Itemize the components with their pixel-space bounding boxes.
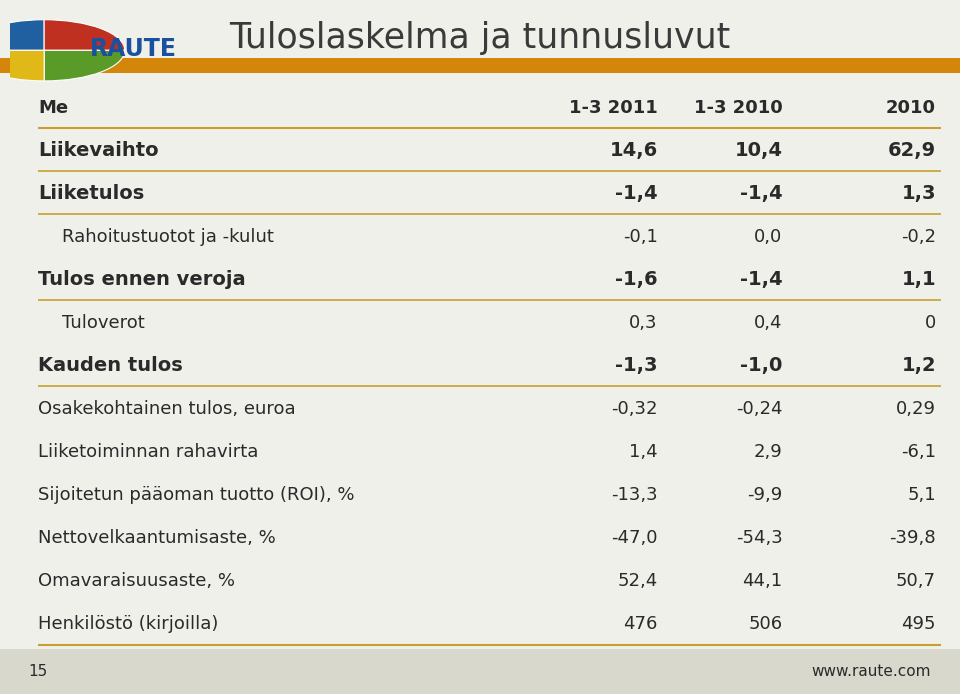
Text: -0,2: -0,2 — [901, 228, 936, 246]
Text: -47,0: -47,0 — [612, 529, 658, 547]
Text: 506: 506 — [748, 615, 782, 633]
Text: -13,3: -13,3 — [611, 486, 658, 504]
Text: 2,9: 2,9 — [754, 443, 782, 461]
Text: 44,1: 44,1 — [742, 572, 782, 590]
Text: 5,1: 5,1 — [907, 486, 936, 504]
Text: -1,4: -1,4 — [740, 270, 782, 289]
Text: 0,29: 0,29 — [896, 400, 936, 418]
Text: 1,3: 1,3 — [901, 184, 936, 203]
Text: -0,24: -0,24 — [736, 400, 782, 418]
Text: -39,8: -39,8 — [889, 529, 936, 547]
Text: -1,6: -1,6 — [615, 270, 658, 289]
Text: -1,4: -1,4 — [615, 184, 658, 203]
Text: RAUTE: RAUTE — [90, 37, 178, 61]
Text: -9,9: -9,9 — [747, 486, 782, 504]
Text: 0,4: 0,4 — [754, 314, 782, 332]
Text: Kauden tulos: Kauden tulos — [38, 356, 183, 375]
Text: -0,1: -0,1 — [623, 228, 658, 246]
Text: Liiketulos: Liiketulos — [38, 184, 145, 203]
Text: Liiketoiminnan rahavirta: Liiketoiminnan rahavirta — [38, 443, 259, 461]
Wedge shape — [44, 19, 125, 51]
Text: 50,7: 50,7 — [896, 572, 936, 590]
Text: 1,2: 1,2 — [901, 356, 936, 375]
Text: -1,4: -1,4 — [740, 184, 782, 203]
Text: 1-3 2011: 1-3 2011 — [569, 99, 658, 117]
Text: Tuloslaskelma ja tunnusluvut: Tuloslaskelma ja tunnusluvut — [229, 22, 731, 55]
Text: Nettovelkaantumisaste, %: Nettovelkaantumisaste, % — [38, 529, 276, 547]
Text: 476: 476 — [623, 615, 658, 633]
FancyBboxPatch shape — [0, 58, 960, 73]
Text: 1,1: 1,1 — [901, 270, 936, 289]
FancyBboxPatch shape — [0, 649, 960, 694]
Text: 2010: 2010 — [886, 99, 936, 117]
Text: Tulos ennen veroja: Tulos ennen veroja — [38, 270, 246, 289]
Text: Sijoitetun pääoman tuotto (ROI), %: Sijoitetun pääoman tuotto (ROI), % — [38, 486, 355, 504]
Text: 14,6: 14,6 — [610, 141, 658, 160]
Text: 1-3 2010: 1-3 2010 — [694, 99, 782, 117]
Text: 0,0: 0,0 — [755, 228, 782, 246]
Text: -1,0: -1,0 — [740, 356, 782, 375]
Text: 52,4: 52,4 — [617, 572, 658, 590]
Text: Tuloverot: Tuloverot — [62, 314, 145, 332]
Text: Me: Me — [38, 99, 68, 117]
Text: 0: 0 — [924, 314, 936, 332]
Text: Henkilöstö (kirjoilla): Henkilöstö (kirjoilla) — [38, 615, 219, 633]
Text: Liikevaihto: Liikevaihto — [38, 141, 159, 160]
Text: 15: 15 — [29, 664, 48, 679]
Text: -6,1: -6,1 — [901, 443, 936, 461]
Text: -1,3: -1,3 — [615, 356, 658, 375]
Text: Omavaraisuusaste, %: Omavaraisuusaste, % — [38, 572, 235, 590]
Text: -0,32: -0,32 — [612, 400, 658, 418]
Text: 495: 495 — [901, 615, 936, 633]
Text: 62,9: 62,9 — [888, 141, 936, 160]
Wedge shape — [0, 51, 44, 81]
Wedge shape — [44, 51, 125, 81]
Text: Osakekohtainen tulos, euroa: Osakekohtainen tulos, euroa — [38, 400, 296, 418]
Text: Rahoitustuotot ja -kulut: Rahoitustuotot ja -kulut — [62, 228, 275, 246]
Text: -54,3: -54,3 — [735, 529, 782, 547]
Wedge shape — [0, 19, 44, 51]
Text: 10,4: 10,4 — [734, 141, 782, 160]
Text: 0,3: 0,3 — [629, 314, 658, 332]
Text: www.raute.com: www.raute.com — [812, 664, 931, 679]
Text: 1,4: 1,4 — [629, 443, 658, 461]
